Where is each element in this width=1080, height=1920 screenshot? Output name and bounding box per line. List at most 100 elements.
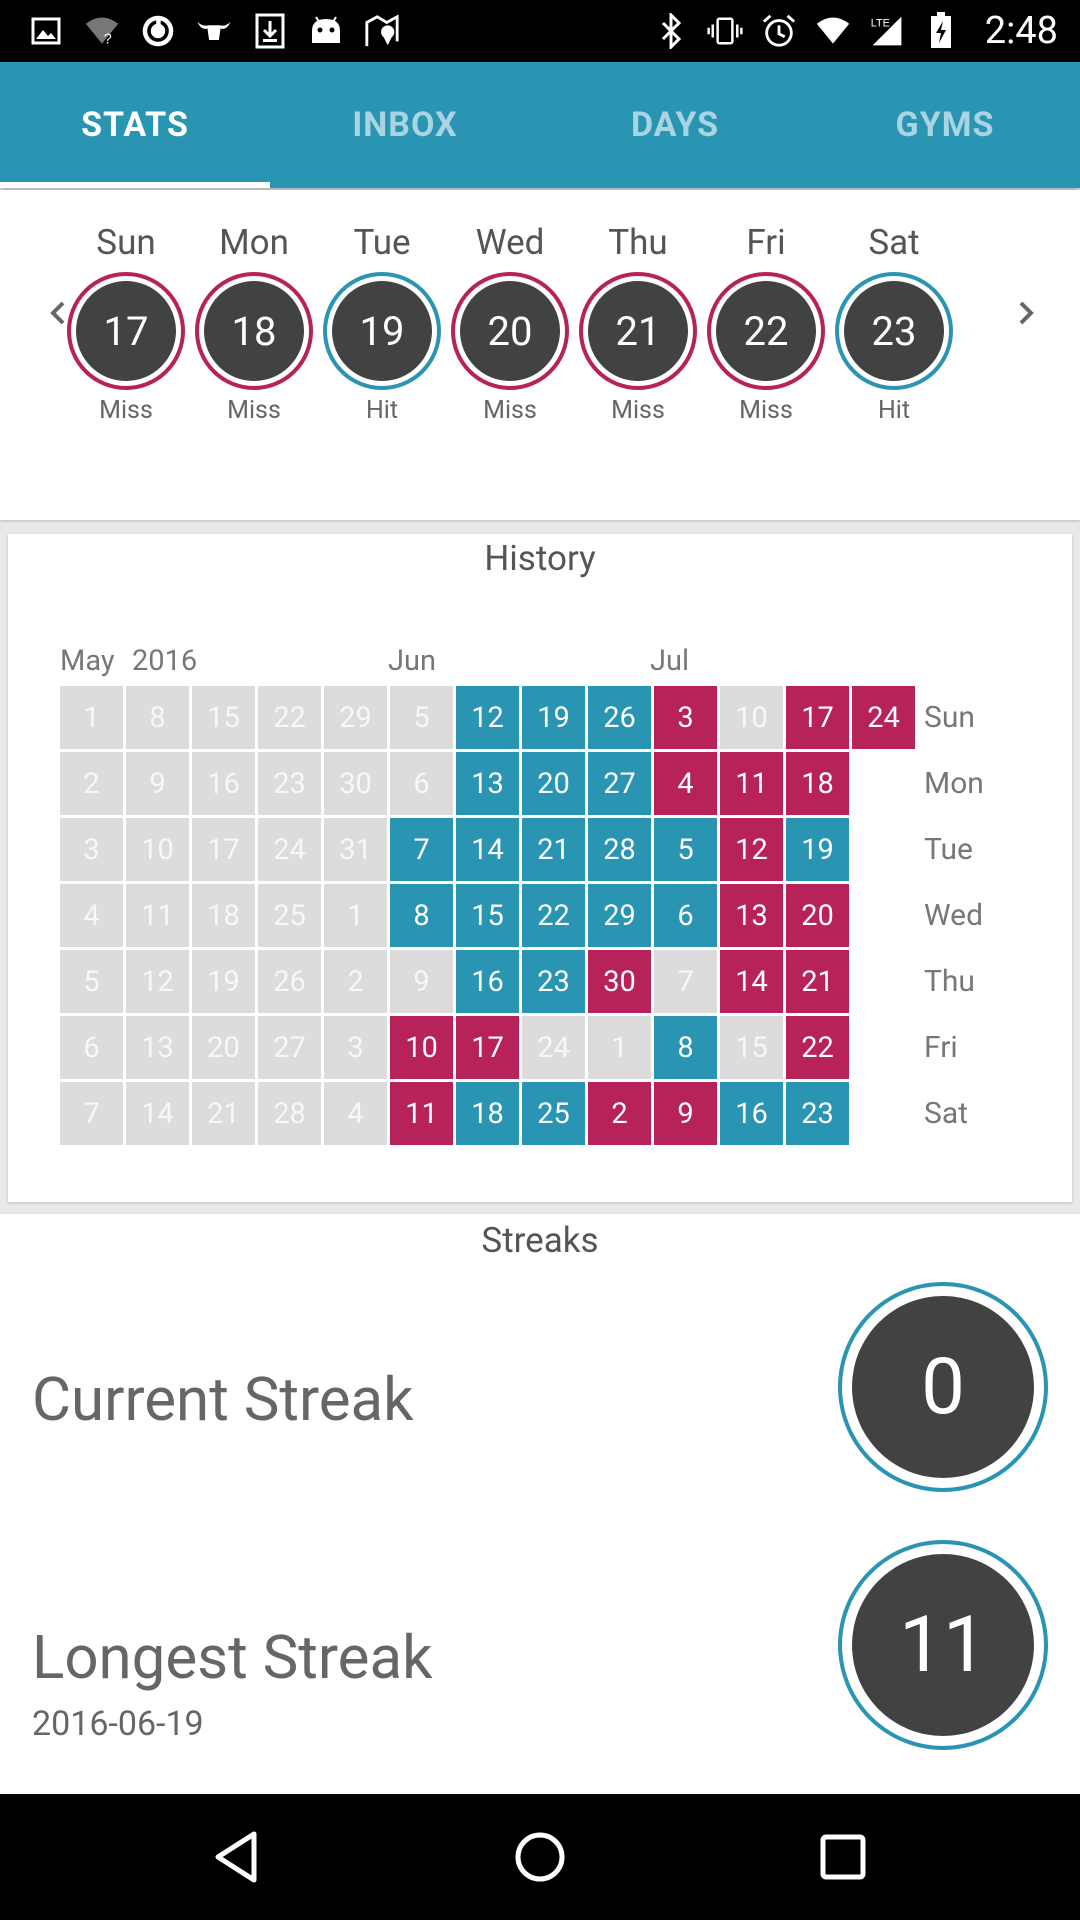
history-cell: 17 (192, 818, 255, 881)
recents-icon[interactable] (808, 1822, 878, 1892)
day-item[interactable]: Wed 20 Miss (446, 220, 574, 425)
day-badge: 20 (451, 272, 569, 390)
history-cell: 19 (192, 950, 255, 1013)
history-cell: 4 (60, 884, 123, 947)
chevron-right-icon[interactable] (1008, 295, 1044, 331)
weekday-label: Sat (924, 1096, 968, 1131)
history-cell: 9 (390, 950, 453, 1013)
history-cell: 29 (588, 884, 651, 947)
history-cell: 10 (720, 686, 783, 749)
year-label: 2016 (132, 644, 198, 678)
day-name: Wed (475, 222, 545, 263)
day-item[interactable]: Sat 23 Hit (830, 220, 958, 425)
day-item[interactable]: Thu 21 Miss (574, 220, 702, 425)
weekday-label: Fri (924, 1030, 958, 1065)
day-date: 21 (588, 281, 688, 381)
history-cell: 12 (126, 950, 189, 1013)
history-cell: 7 (390, 818, 453, 881)
history-cell: 29 (324, 686, 387, 749)
history-cell: 15 (192, 686, 255, 749)
history-cell: 22 (258, 686, 321, 749)
history-cell: 24 (522, 1016, 585, 1079)
history-cell: 24 (258, 818, 321, 881)
day-status: Miss (611, 396, 665, 425)
day-status: Miss (483, 396, 537, 425)
tab-gyms[interactable]: GYMS (895, 105, 995, 145)
tab-inbox[interactable]: INBOX (352, 105, 458, 145)
history-cell: 16 (192, 752, 255, 815)
weekday-label: Sun (924, 700, 975, 735)
history-cell: 3 (324, 1016, 387, 1079)
back-icon[interactable] (202, 1822, 272, 1892)
history-cell: 25 (522, 1082, 585, 1145)
history-cell: 7 (60, 1082, 123, 1145)
day-status: Miss (99, 396, 153, 425)
longest-streak-value: 11 (852, 1554, 1034, 1736)
day-status: Miss (227, 396, 281, 425)
history-cell: 28 (588, 818, 651, 881)
history-cell: 9 (654, 1082, 717, 1145)
history-cell: 7 (654, 950, 717, 1013)
month-label-may: May (60, 644, 115, 678)
tab-stats[interactable]: STATS (0, 62, 270, 188)
tab-bar: STATS INBOX DAYS GYMS (0, 62, 1080, 188)
history-cell: 1 (60, 686, 123, 749)
history-cell: 1 (324, 884, 387, 947)
current-streak-value: 0 (852, 1296, 1034, 1478)
week-card: Sun 17 Miss Mon 18 Miss Tue 19 Hit Wed 20 Miss Thu 21… (0, 190, 1080, 520)
day-name: Fri (746, 222, 786, 263)
history-cell: 8 (390, 884, 453, 947)
longest-streak-date: 2016-06-19 (32, 1704, 204, 1744)
image-icon (28, 13, 64, 49)
history-cell: 12 (456, 686, 519, 749)
day-item[interactable]: Sun 17 Miss (62, 220, 190, 425)
day-item[interactable]: Mon 18 Miss (190, 220, 318, 425)
history-cell: 13 (456, 752, 519, 815)
day-name: Thu (608, 222, 668, 263)
battery-icon (923, 12, 959, 49)
month-label-jul: Jul (650, 644, 690, 678)
chevron-left-icon[interactable] (40, 295, 76, 331)
history-cell: 5 (390, 686, 453, 749)
day-status: Hit (365, 396, 399, 425)
home-icon[interactable] (505, 1822, 575, 1892)
bull-icon (196, 13, 232, 49)
day-status: Miss (739, 396, 793, 425)
wifi-icon (815, 13, 851, 49)
tab-days[interactable]: DAYS (630, 105, 720, 145)
history-cell: 8 (654, 1016, 717, 1079)
weekday-label: Tue (924, 832, 973, 867)
history-cell: 2 (588, 1082, 651, 1145)
history-cell: 21 (786, 950, 849, 1013)
current-streak-label: Current Streak (32, 1364, 414, 1435)
history-cell: 17 (456, 1016, 519, 1079)
wifi-question-icon: ? (84, 13, 120, 49)
day-item[interactable]: Fri 22 Miss (702, 220, 830, 425)
history-cell: 24 (852, 686, 915, 749)
weekday-label: Thu (924, 964, 975, 999)
history-cell: 3 (654, 686, 717, 749)
history-cell: 19 (522, 686, 585, 749)
history-cell: 27 (258, 1016, 321, 1079)
clock: 2:48 (984, 9, 1058, 53)
day-date: 18 (204, 281, 304, 381)
alarm-icon (761, 13, 797, 49)
history-cell: 21 (522, 818, 585, 881)
history-cell: 9 (126, 752, 189, 815)
history-cell: 25 (258, 884, 321, 947)
history-cell: 20 (786, 884, 849, 947)
history-cell: 16 (456, 950, 519, 1013)
history-cell: 18 (456, 1082, 519, 1145)
history-cell: 31 (324, 818, 387, 881)
history-cell: 23 (522, 950, 585, 1013)
day-name: Mon (219, 222, 289, 263)
day-item[interactable]: Tue 19 Hit (318, 220, 446, 425)
svg-text:LTE: LTE (871, 18, 890, 30)
day-date: 17 (76, 281, 176, 381)
day-date: 20 (460, 281, 560, 381)
history-cell: 13 (126, 1016, 189, 1079)
day-date: 19 (332, 281, 432, 381)
svg-text:?: ? (104, 32, 112, 47)
history-cell: 14 (126, 1082, 189, 1145)
history-cell: 4 (654, 752, 717, 815)
